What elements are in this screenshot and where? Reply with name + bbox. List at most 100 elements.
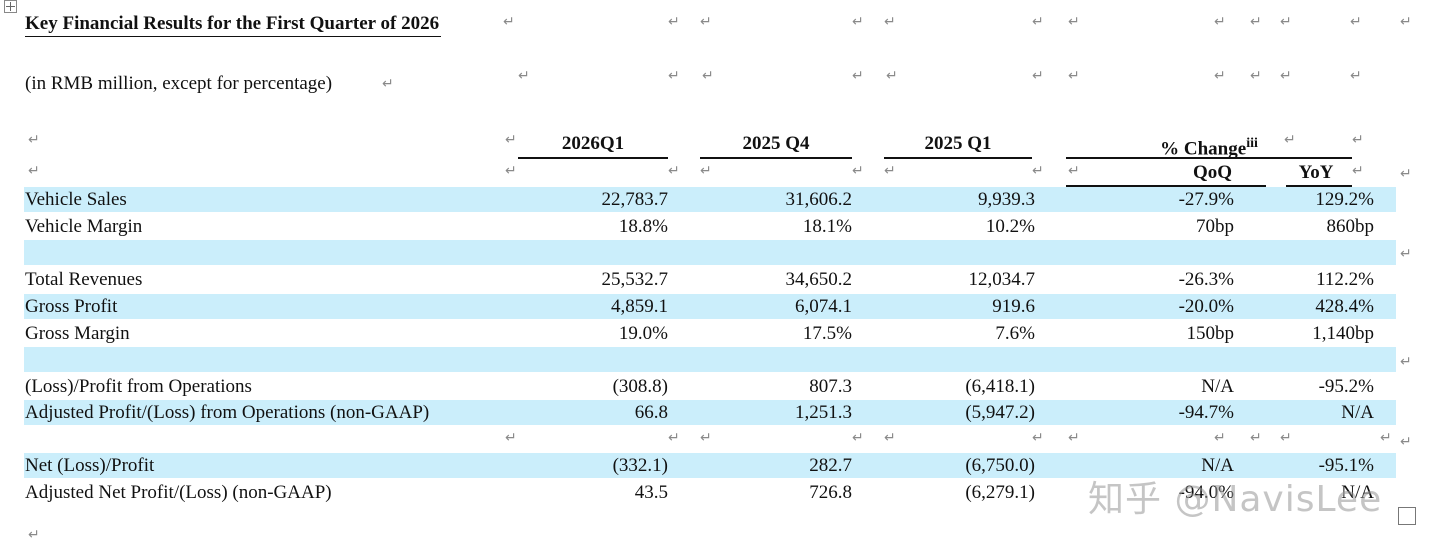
paragraph-mark-icon: ↵ [852, 14, 864, 30]
paragraph-mark-icon: ↵ [1352, 132, 1364, 148]
table-cell: N/A [1201, 376, 1234, 397]
row-shading [24, 400, 1396, 425]
paragraph-mark-icon: ↵ [1214, 430, 1226, 446]
header-2025q1: 2025 Q1 [924, 133, 992, 154]
row-shading [24, 294, 1396, 319]
paragraph-mark-icon: ↵ [1400, 246, 1412, 262]
paragraph-mark-icon: ↵ [1284, 132, 1296, 148]
table-cell: 12,034.7 [968, 269, 1036, 290]
paragraph-mark-icon: ↵ [852, 163, 864, 179]
paragraph-mark-icon: ↵ [668, 14, 680, 30]
table-row: Vehicle Sales 22,783.7 31,606.2 9,939.3 -27.… [0, 187, 1440, 213]
header-underline [884, 157, 1032, 159]
table-cell: (6,750.0) [965, 455, 1035, 476]
paragraph-mark-icon: ↵ [28, 132, 40, 148]
table-cell: 129.2% [1315, 189, 1374, 210]
table-resize-handle-icon[interactable] [1398, 507, 1416, 525]
paragraph-mark-icon: ↵ [884, 163, 896, 179]
row-shading [24, 347, 1396, 372]
paragraph-mark-icon: ↵ [884, 14, 896, 30]
paragraph-mark-icon: ↵ [702, 68, 714, 84]
paragraph-mark-icon: ↵ [1350, 14, 1362, 30]
watermark-text: 知乎 @NavisLee [1088, 479, 1383, 520]
table-row [0, 240, 1440, 266]
table-row: Gross Margin 19.0% 17.5% 7.6% 150bp 1,140bp [0, 321, 1440, 347]
paragraph-mark-icon: ↵ [382, 76, 394, 92]
paragraph-mark-icon: ↵ [852, 68, 864, 84]
table-cell: -26.3% [1178, 269, 1234, 290]
row-label: Gross Profit [25, 296, 118, 317]
paragraph-mark-icon: ↵ [668, 163, 680, 179]
paragraph-mark-icon: ↵ [700, 163, 712, 179]
table-cell: 7.6% [995, 323, 1035, 344]
table-cell: (332.1) [612, 455, 668, 476]
header-underline [700, 157, 852, 159]
row-label: Adjusted Profit/(Loss) from Operations (… [25, 402, 430, 423]
paragraph-mark-icon: ↵ [1068, 430, 1080, 446]
table-cell: 112.2% [1316, 269, 1374, 290]
paragraph-mark-icon: ↵ [668, 430, 680, 446]
paragraph-mark-icon: ↵ [700, 430, 712, 446]
header-2026q1: 2026Q1 [561, 133, 625, 154]
paragraph-mark-icon: ↵ [1068, 68, 1080, 84]
paragraph-mark-icon: ↵ [1352, 163, 1364, 179]
paragraph-mark-icon: ↵ [1400, 14, 1412, 30]
header-underline [518, 157, 668, 159]
table-move-handle-icon[interactable] [4, 0, 17, 13]
paragraph-mark-icon: ↵ [1068, 163, 1080, 179]
table-cell: 70bp [1196, 216, 1234, 237]
paragraph-mark-icon: ↵ [1400, 166, 1412, 182]
table-cell: 860bp [1326, 216, 1375, 237]
table-cell: 1,251.3 [795, 402, 852, 423]
paragraph-mark-icon: ↵ [505, 132, 517, 148]
table-row: Adjusted Net Profit/(Loss) (non-GAAP) 43.… [0, 480, 1440, 506]
paragraph-mark-icon: ↵ [505, 163, 517, 179]
header-underline [1066, 157, 1352, 159]
paragraph-mark-icon: ↵ [1250, 14, 1262, 30]
table-cell: N/A [1201, 455, 1234, 476]
paragraph-mark-icon: ↵ [1280, 14, 1292, 30]
table-cell: 17.5% [802, 323, 852, 344]
row-label: Vehicle Margin [25, 216, 143, 237]
header-underline [1286, 185, 1352, 187]
table-cell: 807.3 [809, 376, 852, 397]
table-cell: 66.8 [634, 402, 668, 423]
paragraph-mark-icon: ↵ [1032, 163, 1044, 179]
table-cell: 34,650.2 [785, 269, 853, 290]
table-row [0, 427, 1440, 453]
table-cell: 150bp [1186, 323, 1235, 344]
table-cell: -94.0% [1178, 482, 1234, 503]
table-cell: -94.7% [1178, 402, 1234, 423]
table-cell: -95.1% [1318, 455, 1374, 476]
table-cell: -27.9% [1178, 189, 1234, 210]
footnote-marker: iii [1246, 136, 1258, 151]
paragraph-mark-icon: ↵ [503, 14, 515, 30]
table-cell: 6,074.1 [795, 296, 852, 317]
percent-change-label: % Change [1160, 138, 1247, 160]
table-cell: 19.0% [618, 323, 668, 344]
paragraph-mark-icon: ↵ [505, 430, 517, 446]
table-cell: 18.8% [618, 216, 668, 237]
table-cell: 4,859.1 [611, 296, 668, 317]
paragraph-mark-icon: ↵ [1032, 430, 1044, 446]
header-qoq: QoQ [1192, 162, 1232, 183]
table-cell: 1,140bp [1312, 323, 1374, 344]
paragraph-mark-icon: ↵ [886, 68, 898, 84]
table-cell: 31,606.2 [785, 189, 853, 210]
paragraph-mark-icon: ↵ [1400, 354, 1412, 370]
table-cell: 43.5 [634, 482, 668, 503]
table-cell: (6,279.1) [965, 482, 1035, 503]
paragraph-mark-icon: ↵ [1250, 68, 1262, 84]
table-row [0, 347, 1440, 373]
table-cell: (308.8) [612, 376, 668, 397]
paragraph-mark-icon: ↵ [884, 430, 896, 446]
paragraph-mark-icon: ↵ [1032, 68, 1044, 84]
paragraph-mark-icon: ↵ [1380, 430, 1392, 446]
table-cell: 25,532.7 [601, 269, 669, 290]
row-label: Vehicle Sales [25, 189, 127, 210]
header-2025q4: 2025 Q4 [742, 133, 810, 154]
paragraph-mark-icon: ↵ [28, 163, 40, 179]
table-cell: -95.2% [1318, 376, 1374, 397]
paragraph-mark-icon: ↵ [28, 527, 40, 543]
paragraph-mark-icon: ↵ [1068, 14, 1080, 30]
